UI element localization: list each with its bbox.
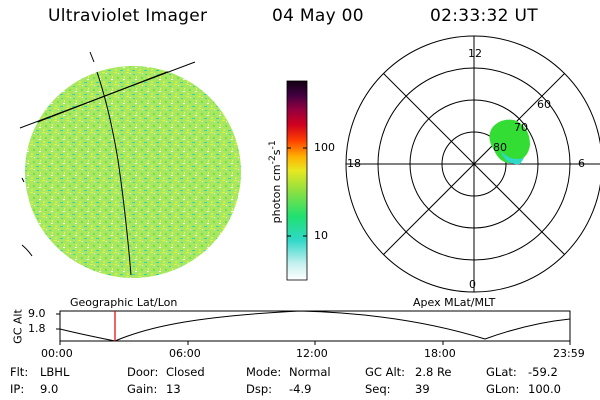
info-ip-value: 9.0 bbox=[40, 382, 59, 396]
uv-disk-image bbox=[19, 51, 241, 278]
info-mode-value: Normal bbox=[289, 365, 331, 379]
colorbar-unit-label: photon cm-2s-1 bbox=[267, 140, 283, 224]
instrument-title: Ultraviolet Imager bbox=[48, 6, 208, 26]
info-seq-label: Seq: bbox=[365, 382, 391, 396]
info-flt-value: LBHL bbox=[40, 365, 70, 379]
latitude-grid-line bbox=[19, 61, 196, 129]
altitude-xtick-0600: 06:00 bbox=[169, 347, 201, 360]
info-door-label: Door: bbox=[127, 365, 159, 379]
altitude-xtick-1800: 18:00 bbox=[424, 347, 456, 360]
info-gcalt-value: 2.8 Re bbox=[415, 365, 452, 379]
info-dsp-value: -4.9 bbox=[289, 382, 312, 396]
info-glon-label: GLon: bbox=[486, 382, 520, 396]
altitude-xtick-0000: 00:00 bbox=[41, 347, 73, 360]
colorbar bbox=[286, 80, 308, 281]
altitude-xtick-1200: 12:00 bbox=[296, 347, 328, 360]
colorbar-tick-100: 100 bbox=[314, 141, 335, 154]
date-label: 04 May 00 bbox=[272, 6, 364, 26]
info-glon-value: 100.0 bbox=[528, 382, 561, 396]
mlt-label-12: 12 bbox=[468, 47, 482, 60]
altitude-ytick-9: 9.0 bbox=[28, 307, 46, 320]
info-seq-value: 39 bbox=[415, 382, 430, 396]
info-mode-label: Mode: bbox=[246, 365, 282, 379]
info-flt-label: Flt: bbox=[10, 365, 29, 379]
info-gain-value: 13 bbox=[166, 382, 181, 396]
lat-label-60: 60 bbox=[537, 98, 551, 111]
lat-label-70: 70 bbox=[514, 121, 528, 134]
info-door-value: Closed bbox=[166, 365, 205, 379]
left-panel-caption: Geographic Lat/Lon bbox=[70, 296, 178, 309]
info-gcalt-label: GC Alt: bbox=[365, 365, 406, 379]
altitude-plot bbox=[56, 310, 571, 345]
altitude-ytick-1-8: 1.8 bbox=[28, 322, 46, 335]
polar-plot bbox=[345, 35, 600, 293]
time-label: 02:33:32 UT bbox=[430, 6, 538, 26]
auroral-oval bbox=[489, 119, 530, 164]
lat-label-80: 80 bbox=[493, 141, 507, 154]
info-ip-label: IP: bbox=[10, 382, 25, 396]
mlt-label-0: 0 bbox=[469, 278, 476, 291]
mlt-label-6: 6 bbox=[578, 157, 585, 170]
info-glat-label: GLat: bbox=[486, 365, 517, 379]
right-panel-caption: Apex MLat/MLT bbox=[413, 296, 496, 309]
info-gain-label: Gain: bbox=[127, 382, 158, 396]
info-dsp-label: Dsp: bbox=[246, 382, 273, 396]
altitude-curve bbox=[59, 310, 571, 342]
mlt-label-18: 18 bbox=[347, 157, 361, 170]
altitude-ylabel: GC Alt bbox=[11, 309, 25, 344]
info-glat-value: -59.2 bbox=[528, 365, 558, 379]
colorbar-tick-10: 10 bbox=[314, 229, 328, 242]
altitude-xtick-2359: 23:59 bbox=[553, 347, 585, 360]
